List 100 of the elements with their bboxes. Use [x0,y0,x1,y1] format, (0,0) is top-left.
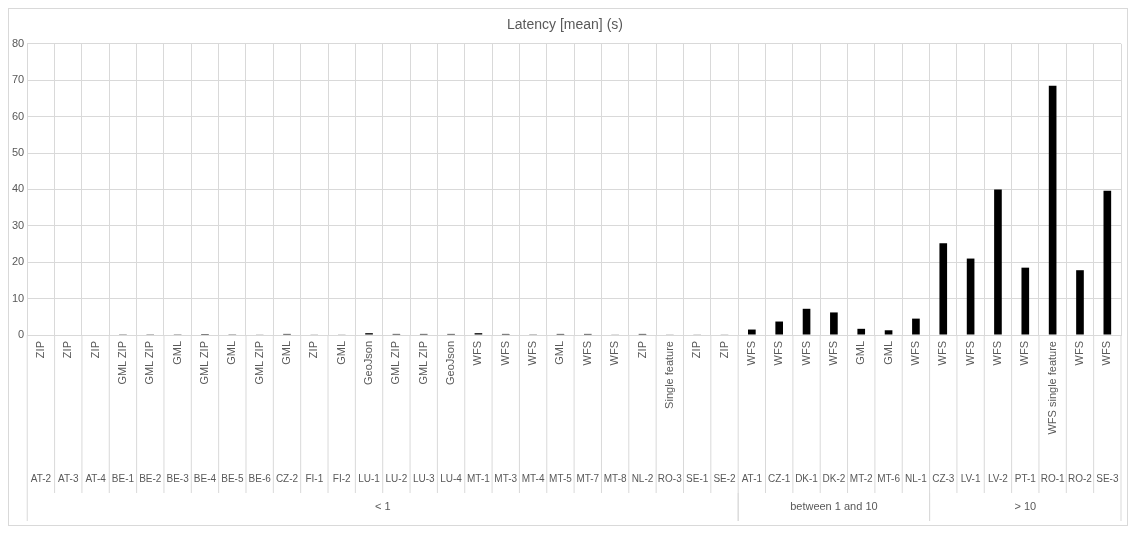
text: RO-1 [1040,472,1066,484]
x-tick-label: GML ZIP [389,341,402,385]
text: LV-1 [960,472,981,484]
y-tick-label: 40 [11,182,25,195]
bar [1021,267,1030,335]
text: SE-1 [686,472,709,484]
x-tick-label: GML ZIP [252,341,265,385]
y-tick-label: 70 [11,73,25,86]
text: between 1 and 10 [790,500,878,513]
x-tick-label: GML [334,341,347,365]
x-tick-label: WFS [772,341,785,366]
bar [912,318,920,335]
x-tick-label: GML [553,341,566,365]
bar [966,258,975,335]
x-tick-label: WFS [1073,341,1086,366]
text: SE-2 [713,472,737,484]
x-tick-label: ZIP [635,341,648,359]
text: RO-2 [1068,472,1093,484]
text: LU-3 [412,472,435,484]
x-tick-label: GML ZIP [115,341,128,385]
text: MT-5 [549,472,573,484]
text: BE-1 [111,472,135,484]
bar [1103,190,1112,335]
text: > 10 [1014,500,1037,513]
x-tick-label: Single feature [662,341,675,409]
text: LU-1 [358,472,381,484]
x-tick-label: GeoJson [444,341,457,386]
y-tick-label: 60 [11,109,25,122]
x-tick-label: WFS single feature [1045,341,1058,435]
text: MT-6 [877,472,901,484]
text: BE-3 [166,472,190,484]
text: BE-6 [248,472,272,484]
bar [939,243,948,335]
x-tick-label: ZIP [33,341,46,359]
bar [830,312,838,335]
text: MT-8 [603,472,627,484]
x-tick-label: WFS [580,341,593,366]
x-tick-label: WFS [1018,341,1031,366]
x-tick-label: GML [854,341,867,365]
bar [857,328,866,335]
bar [802,308,811,335]
x-tick-label: WFS [826,341,839,366]
text: AT-4 [85,472,107,484]
bar [748,329,756,335]
text: BE-5 [221,472,244,484]
bar [1076,270,1084,335]
x-tick-label: ZIP [690,341,703,359]
text: < 1 [374,500,391,513]
y-tick-label: 80 [11,36,25,49]
y-tick-label: 10 [11,291,25,304]
text: SE-3 [1096,472,1119,484]
text: AT-1 [741,472,763,484]
x-tick-label: WFS [498,341,511,366]
text: AT-3 [58,472,79,484]
x-tick-label: ZIP [61,341,74,359]
x-tick-label: WFS [526,341,539,366]
chart-title: Latency [mean] (s) [507,16,623,33]
x-tick-label: GML [225,341,238,365]
text: MT-4 [521,472,545,484]
x-tick-label: GML ZIP [143,341,156,385]
x-tick-label: WFS [1100,341,1113,366]
text: BE-4 [193,472,217,484]
bar [775,321,784,335]
text: PT-1 [1014,472,1037,484]
x-tick-label: GeoJson [362,341,375,386]
text: MT-3 [494,472,518,484]
text: BE-2 [139,472,162,484]
text: MT-1 [467,472,491,484]
x-tick-label: WFS [963,341,976,366]
y-tick-label: 0 [18,328,25,341]
text: AT-2 [30,472,52,484]
bar [1048,85,1057,335]
x-tick-label: GML [881,341,894,365]
x-tick-label: ZIP [717,341,730,359]
text: CZ-1 [768,472,791,484]
text: CZ-3 [932,472,955,484]
y-tick-label: 50 [11,146,25,159]
text: LU-2 [385,472,408,484]
x-tick-label: WFS [608,341,621,366]
text: DK-1 [795,472,819,484]
y-tick-label: 30 [11,218,25,231]
x-tick-label: WFS [744,341,757,366]
y-tick-label: 20 [11,255,25,268]
x-tick-label: WFS [936,341,949,366]
text: NL-2 [631,472,654,484]
x-tick-label: ZIP [88,341,101,359]
x-tick-label: WFS [471,341,484,366]
x-tick-label: WFS [908,341,921,366]
text: FI-2 [332,472,352,484]
x-tick-label: GML ZIP [416,341,429,385]
text: CZ-2 [275,472,299,484]
text: MT-2 [849,472,874,484]
x-tick-label: GML [280,341,293,365]
x-tick-label: ZIP [307,341,320,359]
bar [994,189,1002,335]
text: NL-1 [905,472,928,484]
x-tick-label: WFS [990,341,1003,366]
x-tick-label: WFS [799,341,812,366]
text: RO-3 [657,472,683,484]
text: LV-2 [988,472,1009,484]
